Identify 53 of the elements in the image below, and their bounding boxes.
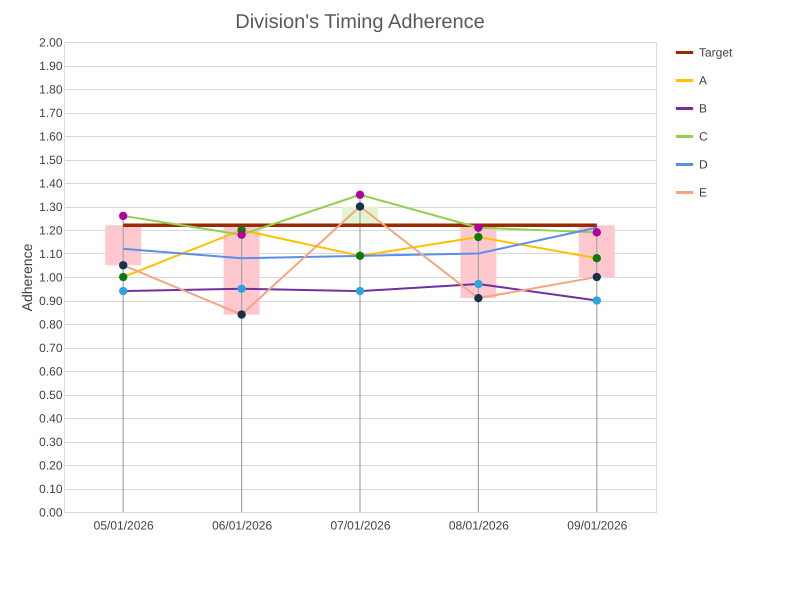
y-tick-label: 0.60 bbox=[39, 364, 63, 378]
y-tick-label: 1.20 bbox=[39, 224, 63, 238]
y-tick-label: 0.80 bbox=[39, 318, 63, 332]
point bbox=[592, 254, 601, 262]
y-tick-label: 1.60 bbox=[39, 130, 63, 144]
legend-label: B bbox=[699, 102, 708, 116]
point bbox=[592, 296, 601, 305]
point bbox=[474, 232, 483, 242]
point bbox=[237, 284, 246, 293]
point bbox=[474, 294, 483, 302]
point bbox=[119, 261, 128, 270]
point bbox=[592, 272, 601, 282]
x-tick-label: 05/01/2026 bbox=[94, 518, 154, 532]
y-tick-label: 1.70 bbox=[39, 106, 63, 120]
y-tick-label: 0.70 bbox=[39, 341, 63, 355]
y-tick-label: 1.30 bbox=[39, 200, 63, 214]
y-tick-label: 1.80 bbox=[39, 82, 63, 96]
legend-label: Target bbox=[699, 46, 734, 60]
x-tick-label: 09/01/2026 bbox=[567, 518, 628, 532]
y-tick-label: 1.50 bbox=[39, 153, 63, 167]
point bbox=[119, 212, 128, 220]
y-tick-label: 2.00 bbox=[39, 36, 63, 50]
point bbox=[119, 272, 128, 282]
x-tick-label: 06/01/2026 bbox=[212, 518, 272, 532]
y-tick-label: 0.10 bbox=[39, 482, 63, 496]
y-tick-label: 1.40 bbox=[39, 176, 63, 190]
point bbox=[356, 286, 364, 296]
point bbox=[119, 286, 128, 296]
point bbox=[474, 280, 483, 288]
y-axis-title: Adherence bbox=[19, 243, 36, 312]
point bbox=[592, 228, 601, 237]
y-tick-label: 1.90 bbox=[39, 59, 63, 73]
x-tick-label: 08/01/2026 bbox=[448, 518, 510, 532]
x-tick-label: 07/01/2026 bbox=[330, 518, 391, 532]
legend-label: C bbox=[699, 130, 708, 144]
legend-label: A bbox=[699, 74, 708, 88]
y-tick-label: 1.10 bbox=[39, 247, 63, 261]
legend-label: E bbox=[699, 186, 708, 200]
y-tick-label: 0.90 bbox=[39, 294, 63, 308]
legend-label: D bbox=[699, 158, 708, 172]
point bbox=[356, 190, 364, 199]
y-tick-label: 0.40 bbox=[39, 412, 63, 426]
y-tick-label: 1.00 bbox=[39, 270, 63, 284]
point bbox=[474, 223, 483, 232]
point bbox=[356, 202, 364, 211]
y-tick-label: 0.20 bbox=[39, 458, 63, 472]
y-tick-label: 0.00 bbox=[39, 506, 63, 520]
chart-title: Division's Timing Adherence bbox=[235, 11, 485, 33]
y-tick-label: 0.50 bbox=[39, 388, 63, 402]
point bbox=[356, 252, 364, 260]
point bbox=[237, 230, 246, 239]
y-tick-label: 0.30 bbox=[39, 435, 63, 449]
point bbox=[237, 310, 246, 319]
